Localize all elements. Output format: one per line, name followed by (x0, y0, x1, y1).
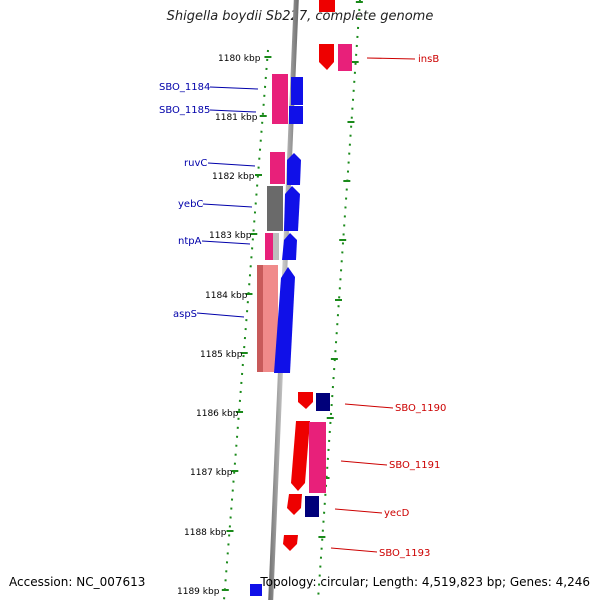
gene-arrow-sbo1193[interactable] (283, 535, 298, 551)
right-gene-labels: insB SBO_1190 SBO_1191 yecD SBO_1193 (379, 54, 446, 559)
tick-label-1181: 1181 kbp (215, 113, 258, 123)
gene-block-insb[interactable] (338, 44, 352, 71)
gene-block-sbo1184-strand[interactable] (291, 77, 303, 105)
scale-tick-labels: 1180 kbp 1181 kbp 1182 kbp 1183 kbp 1184… (177, 54, 261, 597)
tick-label-1185: 1185 kbp (200, 350, 243, 360)
gene-label-sbo1190[interactable]: SBO_1190 (395, 403, 446, 414)
gene-block-yecd[interactable] (305, 496, 319, 517)
gene-arrow-insb[interactable] (319, 44, 334, 70)
gene-block-ntpa[interactable] (265, 233, 273, 260)
strand-borders (223, 0, 361, 600)
gene-label-ruvc[interactable]: ruvC (184, 158, 207, 169)
gene-arrow-ntpa[interactable] (282, 233, 297, 260)
gene-arrow-yebc[interactable] (284, 186, 300, 231)
accession-text: Accession: NC_007613 (9, 575, 146, 589)
gene-block-ruvc[interactable] (270, 152, 285, 184)
gene-label-insb[interactable]: insB (418, 54, 439, 65)
tick-label-1187: 1187 kbp (190, 468, 233, 478)
tick-label-1183: 1183 kbp (209, 231, 252, 241)
gene-arrow-sbo1191[interactable] (291, 421, 310, 491)
right-strand-border (317, 0, 361, 600)
gene-block-sbo1190[interactable] (316, 393, 330, 411)
gene-label-asps[interactable]: aspS (173, 309, 197, 320)
gene-block-bottom[interactable] (250, 584, 262, 596)
label-connectors (196, 57, 416, 553)
gene-label-yebc[interactable]: yebC (178, 199, 203, 210)
left-gene-labels: SBO_1184 SBO_1185 ruvC yebC ntpA aspS (159, 82, 210, 320)
tick-label-1184: 1184 kbp (205, 291, 248, 301)
tick-label-1180: 1180 kbp (218, 54, 261, 64)
gene-label-sbo1184[interactable]: SBO_1184 (159, 82, 210, 93)
gene-label-sbo1185[interactable]: SBO_1185 (159, 105, 210, 116)
gene-block-sbo1185-strand[interactable] (289, 106, 303, 124)
gene-label-ntpa[interactable]: ntpA (178, 236, 202, 247)
gene-block-sbo1191[interactable] (309, 422, 326, 493)
gene-arrow-asps[interactable] (274, 267, 295, 373)
gene-label-sbo1193[interactable]: SBO_1193 (379, 548, 430, 559)
gene-arrow-yecd[interactable] (287, 494, 302, 515)
map-title: Shigella boydii Sb227, complete genome (166, 9, 434, 24)
gene-block-asps-shade[interactable] (257, 265, 263, 372)
gene-block-yebc[interactable] (267, 186, 283, 231)
tick-label-1182: 1182 kbp (212, 172, 255, 182)
tick-label-1188: 1188 kbp (184, 528, 227, 538)
gene-block-insb-top[interactable] (319, 0, 335, 12)
gene-blocks (250, 0, 352, 596)
summary-text: Topology: circular; Length: 4,519,823 bp… (260, 575, 590, 589)
left-strand-border (223, 49, 269, 600)
gene-label-sbo1191[interactable]: SBO_1191 (389, 460, 440, 471)
gene-arrow-ruvc[interactable] (287, 153, 301, 185)
gene-arrow-sbo1190[interactable] (298, 392, 313, 409)
gene-block-sbo1184[interactable] (272, 74, 288, 124)
gene-label-yecd[interactable]: yecD (384, 508, 410, 519)
tick-label-1189: 1189 kbp (177, 587, 220, 597)
gene-block-ntpa-2[interactable] (273, 233, 279, 260)
tick-label-1186: 1186 kbp (196, 409, 239, 419)
